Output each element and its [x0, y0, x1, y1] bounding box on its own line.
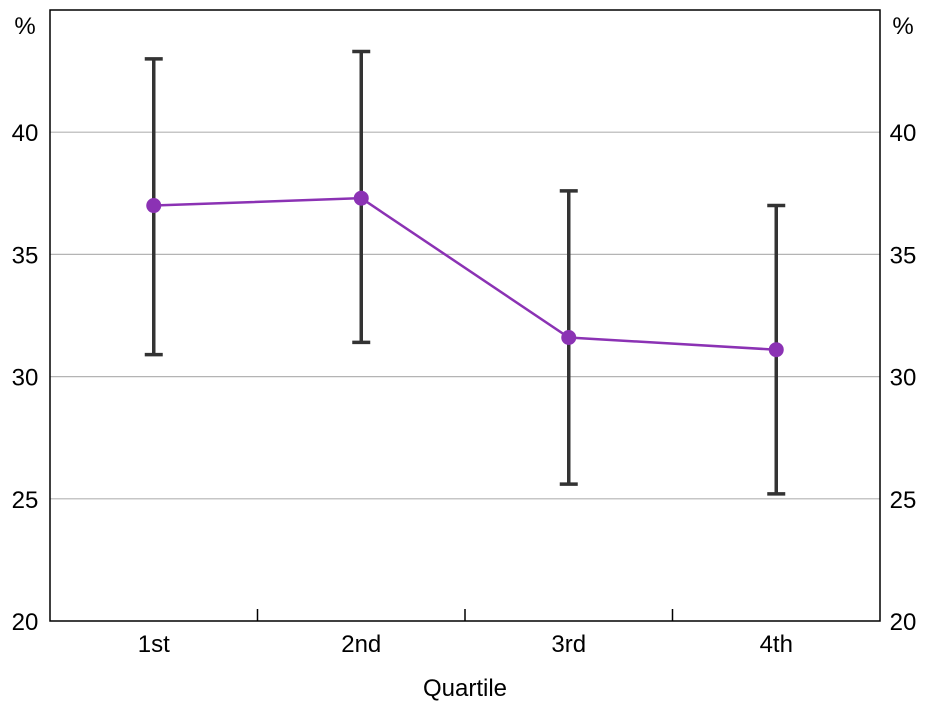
series-layer: [146, 190, 784, 358]
series-line: [153, 196, 777, 351]
y-tick-left-35: 35: [12, 242, 39, 269]
x-tick-label-1st: 1st: [138, 631, 170, 658]
data-point-1st: [146, 198, 162, 214]
y-tick-left-30: 30: [12, 365, 39, 392]
y-tick-right-35: 35: [890, 242, 917, 269]
x-axis-ticks: 1st 2nd 3rd 4th: [138, 609, 793, 658]
x-tick-label-4th: 4th: [760, 631, 793, 658]
x-axis-title: Quartile: [423, 675, 507, 702]
unit-label-right: %: [892, 13, 913, 40]
plot-area: [50, 10, 880, 621]
y-axis-labels: 20 20 25 25 30 30 35 35 40 40: [12, 120, 917, 636]
y-tick-left-20: 20: [12, 609, 39, 636]
x-tick-label-2nd: 2nd: [341, 631, 381, 658]
y-tick-right-30: 30: [890, 365, 917, 392]
y-tick-left-25: 25: [12, 487, 39, 514]
y-tick-right-25: 25: [890, 487, 917, 514]
unit-label-left: %: [14, 13, 35, 40]
data-point-2nd: [353, 190, 369, 206]
y-tick-left-40: 40: [12, 120, 39, 147]
data-point-4th: [768, 342, 784, 358]
x-tick-label-3rd: 3rd: [551, 631, 586, 658]
gridlines: [50, 131, 880, 500]
y-tick-right-20: 20: [890, 609, 917, 636]
y-tick-right-40: 40: [890, 120, 917, 147]
data-point-3rd: [561, 329, 577, 345]
